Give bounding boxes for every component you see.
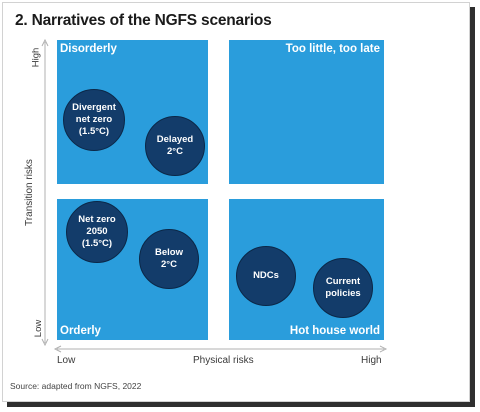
y-axis-high-label: High: [30, 47, 42, 68]
quadrant-label-disorderly: Disorderly: [60, 43, 117, 55]
scenario-ndcs: NDCs: [236, 246, 296, 306]
scenario-delayed-2c: Delayed 2°C: [145, 116, 205, 176]
figure-title: 2. Narratives of the NGFS scenarios: [15, 12, 272, 29]
y-axis-arrow-top: [41, 38, 49, 47]
quadrant-label-hot-house-world: Hot house world: [289, 325, 380, 337]
x-axis-arrow-right: [379, 345, 388, 353]
x-axis-low-label: Low: [57, 355, 76, 366]
x-axis-high-label: High: [361, 355, 382, 366]
scenario-below-2c: Below 2°C: [139, 229, 199, 289]
x-axis-title: Physical risks: [193, 355, 254, 366]
quadrant-label-orderly: Orderly: [60, 325, 101, 337]
y-axis-title: Transition risks: [23, 159, 35, 226]
quadrant-too-little-too-late: Too little, too late: [229, 40, 384, 184]
scenario-current-policies: Current policies: [313, 258, 373, 318]
source-note: Source: adapted from NGFS, 2022: [10, 381, 142, 391]
scenario-divergent-net-zero: Divergent net zero (1.5°C): [63, 89, 125, 151]
scenario-net-zero-2050: Net zero 2050 (1.5°C): [66, 201, 128, 263]
quadrant-label-too-little-too-late: Too little, too late: [285, 43, 380, 55]
x-axis-arrow-left: [53, 345, 62, 353]
y-axis-arrow-bottom: [41, 338, 49, 347]
y-axis-low-label: Low: [33, 319, 45, 338]
